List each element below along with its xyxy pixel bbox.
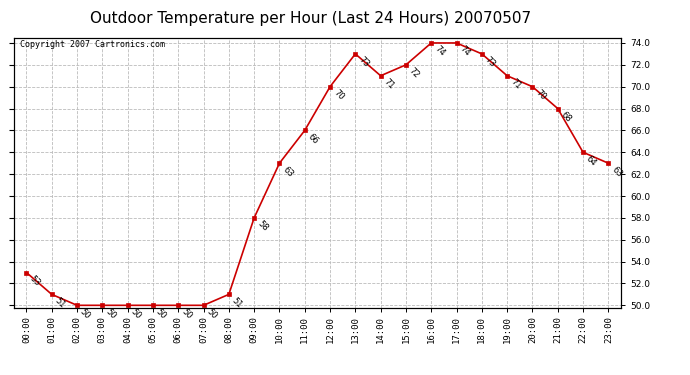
Text: 73: 73	[483, 55, 497, 69]
Text: 74: 74	[433, 44, 446, 58]
Text: 50: 50	[179, 307, 193, 321]
Text: Copyright 2007 Cartronics.com: Copyright 2007 Cartronics.com	[20, 40, 165, 49]
Text: 58: 58	[255, 219, 269, 233]
Text: 68: 68	[559, 110, 573, 124]
Text: 71: 71	[382, 77, 396, 91]
Text: 70: 70	[534, 88, 548, 102]
Text: 70: 70	[331, 88, 345, 102]
Text: 74: 74	[458, 44, 472, 58]
Text: 66: 66	[306, 132, 320, 146]
Text: 63: 63	[610, 165, 624, 178]
Text: 73: 73	[357, 55, 371, 69]
Text: 72: 72	[407, 66, 421, 80]
Text: 63: 63	[281, 165, 295, 178]
Text: 50: 50	[79, 307, 92, 321]
Text: 50: 50	[205, 307, 219, 321]
Text: 64: 64	[584, 154, 598, 168]
Text: 51: 51	[53, 296, 67, 309]
Text: 50: 50	[155, 307, 168, 321]
Text: 50: 50	[104, 307, 117, 321]
Text: 50: 50	[129, 307, 143, 321]
Text: 53: 53	[28, 274, 41, 288]
Text: 71: 71	[509, 77, 522, 91]
Text: 51: 51	[230, 296, 244, 309]
Text: Outdoor Temperature per Hour (Last 24 Hours) 20070507: Outdoor Temperature per Hour (Last 24 Ho…	[90, 11, 531, 26]
